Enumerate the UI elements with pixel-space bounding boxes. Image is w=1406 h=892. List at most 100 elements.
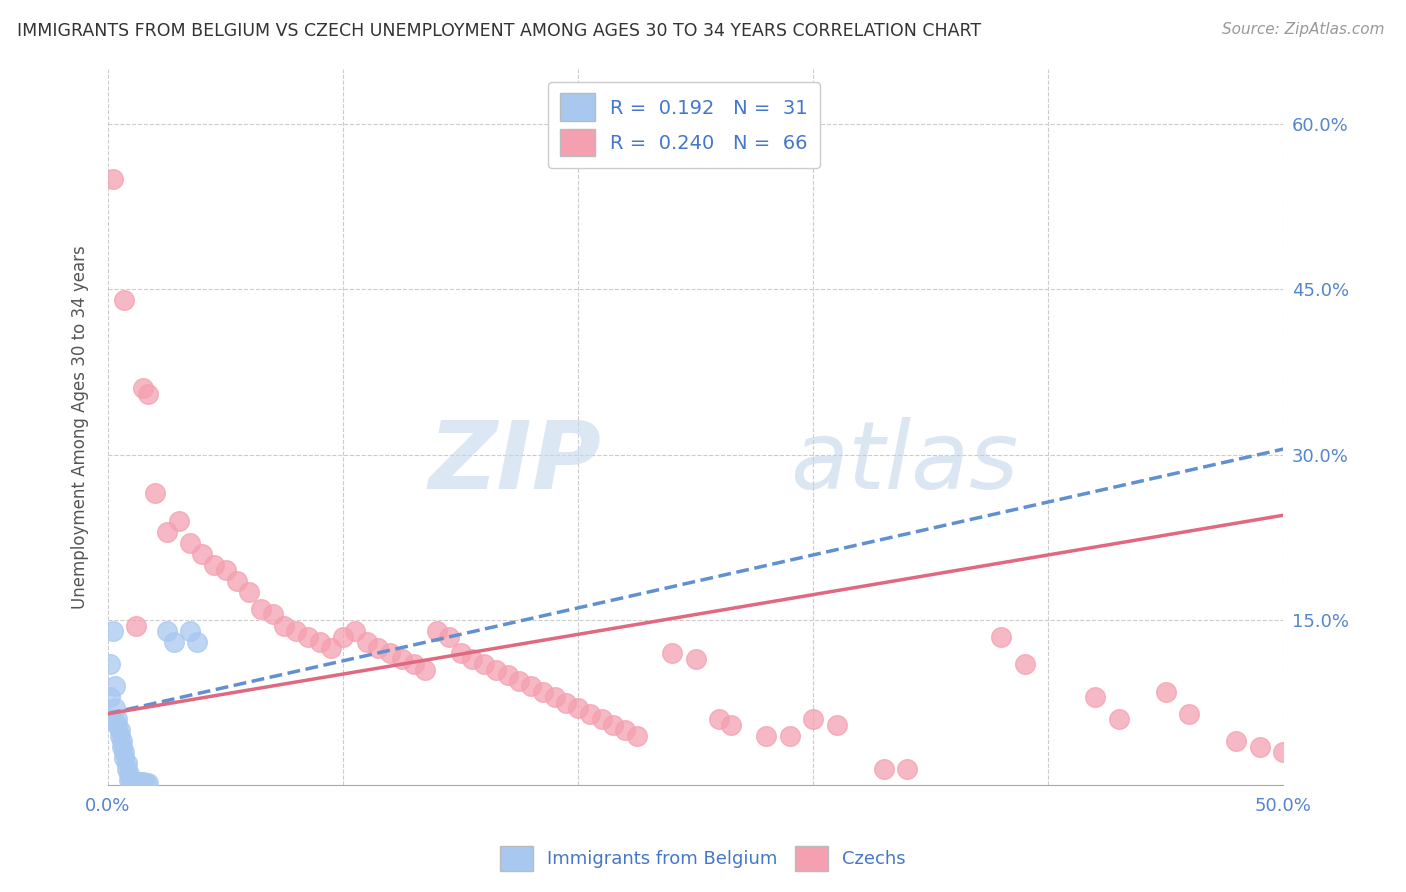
Point bbox=[508, 673, 530, 688]
Point bbox=[297, 630, 319, 644]
Point bbox=[1084, 690, 1107, 705]
Point bbox=[98, 657, 121, 672]
Point bbox=[115, 762, 138, 776]
Point bbox=[179, 624, 201, 638]
Point bbox=[555, 696, 578, 710]
Point bbox=[132, 775, 155, 789]
Point bbox=[1272, 745, 1295, 759]
Point bbox=[825, 718, 848, 732]
Point bbox=[273, 618, 295, 632]
Point bbox=[1154, 684, 1177, 698]
Point bbox=[602, 718, 624, 732]
Point bbox=[543, 690, 565, 705]
Point bbox=[135, 776, 157, 790]
Point bbox=[238, 585, 260, 599]
Point bbox=[709, 712, 731, 726]
Point bbox=[118, 767, 141, 781]
Point bbox=[485, 663, 508, 677]
Point bbox=[579, 706, 602, 721]
Point bbox=[108, 723, 131, 738]
Point bbox=[896, 762, 918, 776]
Point bbox=[520, 679, 543, 693]
Point bbox=[873, 762, 896, 776]
Point bbox=[1014, 657, 1036, 672]
Point bbox=[990, 630, 1012, 644]
Point bbox=[1178, 706, 1201, 721]
Point bbox=[186, 635, 208, 649]
Point bbox=[114, 751, 136, 765]
Point bbox=[343, 624, 366, 638]
Point bbox=[661, 646, 683, 660]
Point bbox=[214, 563, 236, 577]
Point bbox=[156, 524, 179, 539]
Point bbox=[122, 775, 145, 789]
Point bbox=[321, 640, 343, 655]
Point bbox=[202, 558, 225, 572]
Point bbox=[367, 640, 389, 655]
Point bbox=[125, 618, 148, 632]
Text: Source: ZipAtlas.com: Source: ZipAtlas.com bbox=[1222, 22, 1385, 37]
Point bbox=[111, 739, 134, 754]
Point bbox=[143, 486, 166, 500]
Point bbox=[226, 574, 249, 589]
Point bbox=[104, 679, 127, 693]
Point bbox=[402, 657, 425, 672]
Text: ZIP: ZIP bbox=[429, 417, 602, 508]
Point bbox=[1225, 734, 1247, 748]
Point bbox=[567, 701, 589, 715]
Point bbox=[179, 536, 201, 550]
Point bbox=[755, 729, 778, 743]
Point bbox=[779, 729, 801, 743]
Point bbox=[163, 635, 186, 649]
Point bbox=[132, 381, 155, 395]
Point bbox=[111, 734, 134, 748]
Point bbox=[801, 712, 824, 726]
Point bbox=[115, 756, 138, 771]
Point bbox=[332, 630, 354, 644]
Point bbox=[136, 776, 159, 790]
Point bbox=[356, 635, 378, 649]
Point bbox=[437, 630, 460, 644]
Legend: R =  0.192   N =  31, R =  0.240   N =  66: R = 0.192 N = 31, R = 0.240 N = 66 bbox=[548, 82, 820, 168]
Point bbox=[114, 293, 136, 307]
Point bbox=[118, 772, 141, 787]
Point bbox=[105, 718, 128, 732]
Point bbox=[108, 729, 131, 743]
Point bbox=[128, 775, 150, 789]
Point bbox=[591, 712, 613, 726]
Point bbox=[308, 635, 330, 649]
Point bbox=[249, 602, 271, 616]
Point bbox=[531, 684, 554, 698]
Point bbox=[121, 772, 143, 787]
Point bbox=[426, 624, 449, 638]
Point bbox=[496, 668, 519, 682]
Point bbox=[415, 663, 437, 677]
Legend: Immigrants from Belgium, Czechs: Immigrants from Belgium, Czechs bbox=[494, 838, 912, 879]
Point bbox=[461, 651, 484, 665]
Point bbox=[121, 774, 143, 789]
Text: atlas: atlas bbox=[790, 417, 1018, 508]
Point bbox=[614, 723, 637, 738]
Point bbox=[98, 712, 121, 726]
Point bbox=[685, 651, 707, 665]
Point bbox=[114, 745, 136, 759]
Text: IMMIGRANTS FROM BELGIUM VS CZECH UNEMPLOYMENT AMONG AGES 30 TO 34 YEARS CORRELAT: IMMIGRANTS FROM BELGIUM VS CZECH UNEMPLO… bbox=[17, 22, 981, 40]
Point bbox=[125, 775, 148, 789]
Point bbox=[285, 624, 308, 638]
Point bbox=[129, 775, 152, 789]
Point bbox=[262, 607, 284, 622]
Point bbox=[720, 718, 742, 732]
Point bbox=[391, 651, 413, 665]
Point bbox=[101, 171, 124, 186]
Point bbox=[191, 547, 214, 561]
Y-axis label: Unemployment Among Ages 30 to 34 years: Unemployment Among Ages 30 to 34 years bbox=[72, 245, 89, 609]
Point bbox=[1108, 712, 1130, 726]
Point bbox=[104, 701, 127, 715]
Point bbox=[1249, 739, 1271, 754]
Point bbox=[156, 624, 179, 638]
Point bbox=[450, 646, 472, 660]
Point bbox=[101, 624, 124, 638]
Point bbox=[167, 514, 190, 528]
Point bbox=[136, 387, 159, 401]
Point bbox=[378, 646, 401, 660]
